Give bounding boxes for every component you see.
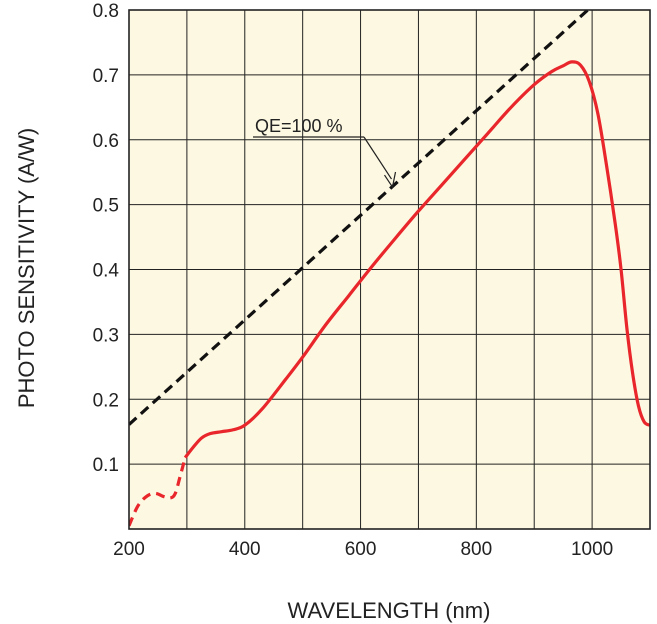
plot-frame xyxy=(128,9,651,530)
series-line-0 xyxy=(129,457,187,527)
x-tick-label: 800 xyxy=(460,539,492,560)
grid-lines xyxy=(129,10,650,529)
x-tick-labels: 200 400 600 800 1000 xyxy=(113,539,613,560)
y-tick-label: 0.6 xyxy=(93,131,119,152)
qe-annotation-arrow xyxy=(363,136,397,189)
y-tick-label: 0.7 xyxy=(93,66,119,87)
qe-annotation-label: QE=100 % xyxy=(255,116,343,136)
y-tick-label: 0.4 xyxy=(93,261,120,282)
y-tick-label: 0.8 xyxy=(93,1,119,22)
y-tick-label: 0.3 xyxy=(93,325,119,346)
y-tick-labels: 0.1 0.2 0.3 0.4 0.5 0.6 0.7 0.8 xyxy=(93,1,120,476)
y-tick-label: 0.2 xyxy=(93,390,119,411)
series-line-2 xyxy=(129,10,591,426)
y-tick-label: 0.1 xyxy=(93,455,119,476)
y-axis-title: PHOTO SENSITIVITY (A/W) xyxy=(14,128,39,408)
x-tick-label: 1000 xyxy=(571,539,613,560)
x-tick-label: 200 xyxy=(113,539,145,560)
x-axis-title: WAVELENGTH (nm) xyxy=(288,598,491,623)
series-layer xyxy=(129,10,650,527)
y-tick-label: 0.5 xyxy=(93,196,119,217)
x-tick-label: 600 xyxy=(345,539,377,560)
x-tick-label: 400 xyxy=(229,539,261,560)
annotation-layer: QE=100 % xyxy=(253,116,397,189)
series-line-1 xyxy=(183,60,650,459)
